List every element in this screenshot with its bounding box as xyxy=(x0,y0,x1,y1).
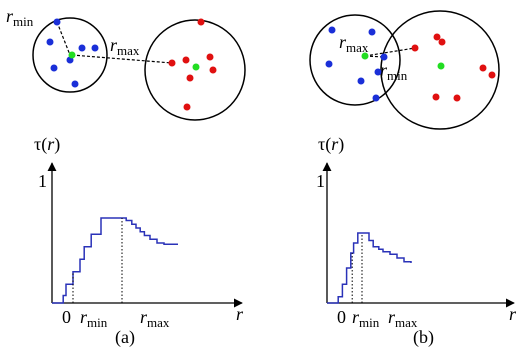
red-point xyxy=(411,44,419,52)
y-tick-one: 1 xyxy=(316,171,325,191)
red-points-right xyxy=(411,33,496,102)
panel-a-chart-marks xyxy=(52,217,178,304)
r-max-dashed-line xyxy=(364,47,416,57)
r-max-label-b: rmax xyxy=(339,32,369,55)
tau-step-curve xyxy=(52,217,178,304)
panel-a-plot: τ(r) 1 0 rmin rmax r (a) xyxy=(34,134,244,348)
y-tick-one: 1 xyxy=(38,171,47,191)
blue-point xyxy=(71,80,79,88)
panel-b-plot: τ(r) 1 0 rmin rmax r (b) xyxy=(316,134,517,348)
panel-a-cluster-diagram: rmin rmax xyxy=(6,6,246,121)
panel-caption-b: (b) xyxy=(413,327,434,348)
red-point xyxy=(197,18,205,26)
cluster-circle-left xyxy=(309,14,401,106)
red-point xyxy=(433,33,441,41)
blue-point xyxy=(357,77,365,85)
r-max-dashed-line xyxy=(71,54,173,64)
green-centroid-left xyxy=(68,51,76,59)
r-min-dashed-line xyxy=(56,21,71,56)
r-min-label-b: rmin xyxy=(380,60,408,83)
x-tick-zero: 0 xyxy=(62,307,71,327)
y-axis-label: τ(r) xyxy=(34,134,60,155)
r-min-label-a: rmin xyxy=(6,6,34,29)
blue-point xyxy=(328,26,336,34)
x-tick-r-min: rmin xyxy=(352,307,380,330)
blue-points-left xyxy=(46,18,99,88)
x-tick-zero: 0 xyxy=(337,307,346,327)
blue-point xyxy=(372,94,380,102)
red-point xyxy=(186,74,194,82)
red-points-right xyxy=(168,18,217,111)
blue-points-left xyxy=(325,26,388,102)
cluster-circle-right xyxy=(144,19,246,121)
panel-caption-a: (a) xyxy=(115,327,135,348)
red-point xyxy=(438,38,446,46)
y-axis-label: τ(r) xyxy=(318,134,344,155)
cluster-circle-left xyxy=(32,17,108,93)
red-point xyxy=(182,56,190,64)
blue-point xyxy=(91,44,99,52)
x-axis-label: r xyxy=(236,304,244,324)
x-axis-label: r xyxy=(509,304,517,324)
red-point xyxy=(479,64,487,72)
green-centroid-right xyxy=(192,63,200,71)
x-tick-r-min: rmin xyxy=(80,307,108,330)
blue-point xyxy=(53,18,61,26)
red-point xyxy=(168,59,176,67)
blue-point xyxy=(46,38,54,46)
panel-b-cluster-diagram: rmax rmin xyxy=(309,10,500,130)
blue-point xyxy=(78,44,86,52)
panel-b-chart-marks xyxy=(327,232,412,304)
blue-point xyxy=(380,53,388,61)
blue-point xyxy=(368,28,376,36)
blue-point xyxy=(374,68,382,76)
red-point xyxy=(453,94,461,102)
tau-step-curve xyxy=(327,232,412,304)
red-point xyxy=(488,71,496,79)
blue-point xyxy=(325,60,333,68)
x-tick-r-max: rmax xyxy=(140,307,170,330)
r-max-label-a: rmax xyxy=(110,35,140,58)
red-point xyxy=(209,66,217,74)
red-point xyxy=(206,53,214,61)
green-centroid-left xyxy=(361,52,369,60)
green-centroid-right xyxy=(437,62,445,70)
blue-point xyxy=(50,64,58,72)
red-point xyxy=(183,103,191,111)
cluster-circle-right xyxy=(380,10,500,130)
x-tick-r-max: rmax xyxy=(388,307,418,330)
red-point xyxy=(432,93,440,101)
